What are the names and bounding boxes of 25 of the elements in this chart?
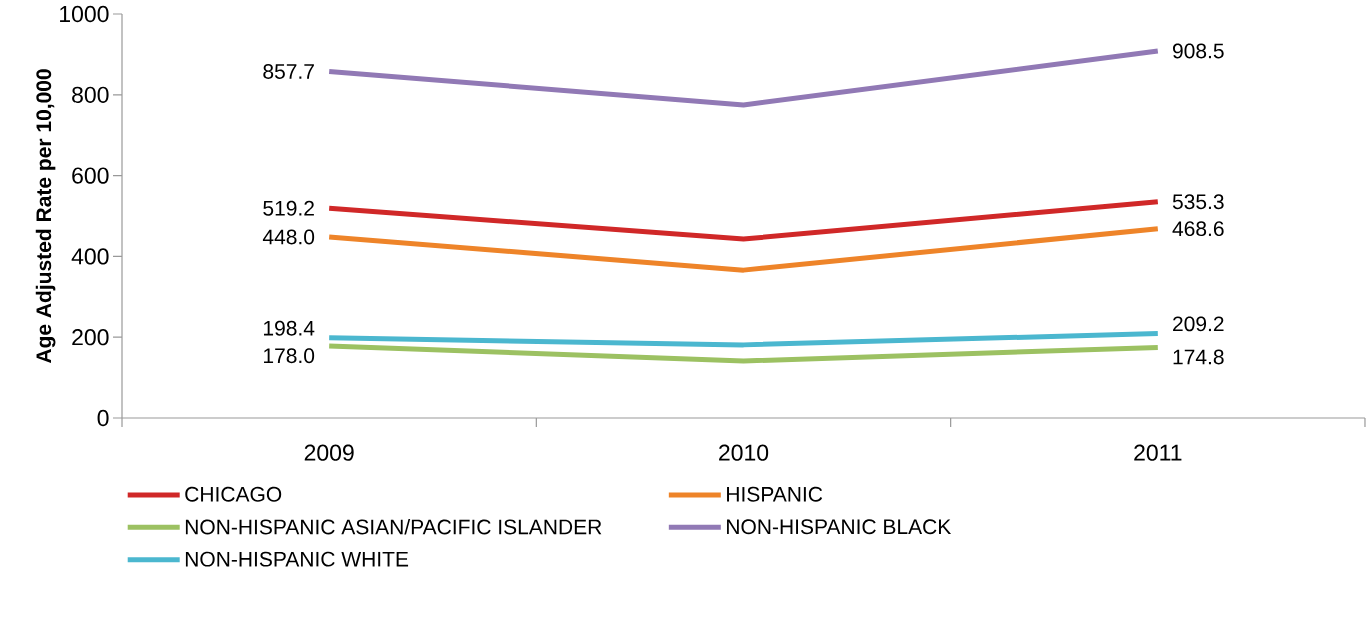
data-label: 468.6 <box>1172 221 1224 237</box>
y-tick-label: 1000 <box>60 5 109 23</box>
y-tick-label: 200 <box>72 329 109 346</box>
data-label: 209.2 <box>1173 316 1224 332</box>
data-label: 519.2 <box>263 200 314 216</box>
y-tick-label: 800 <box>72 86 109 103</box>
data-label: 198.4 <box>264 320 315 336</box>
legend-label: CHICAGO <box>185 486 282 502</box>
data-label: 174.8 <box>1173 349 1224 365</box>
data-label: 448.0 <box>262 229 315 245</box>
data-label: 535.3 <box>1172 194 1224 210</box>
y-tick-label: 600 <box>72 167 109 184</box>
legend-label: HISPANIC <box>727 486 823 502</box>
x-tick-label: 2010 <box>719 444 769 461</box>
x-tick-label: 2009 <box>304 444 354 461</box>
legend-label: NON-HISPANIC ASIAN/PACIFIC ISLANDER <box>185 519 602 535</box>
x-tick-label: 2011 <box>1134 444 1182 461</box>
data-label: 908.5 <box>1173 43 1224 59</box>
y-tick-label: 400 <box>71 248 109 265</box>
legend-label: NON-HISPANIC WHITE <box>185 551 409 567</box>
legend-label: NON-HISPANIC BLACK <box>727 519 952 535</box>
data-label: 178.0 <box>264 348 315 364</box>
y-axis-title: Age Adjusted Rate per 10,000 <box>35 69 56 364</box>
data-label: 857.7 <box>263 64 314 79</box>
y-tick-label: 0 <box>97 409 109 427</box>
